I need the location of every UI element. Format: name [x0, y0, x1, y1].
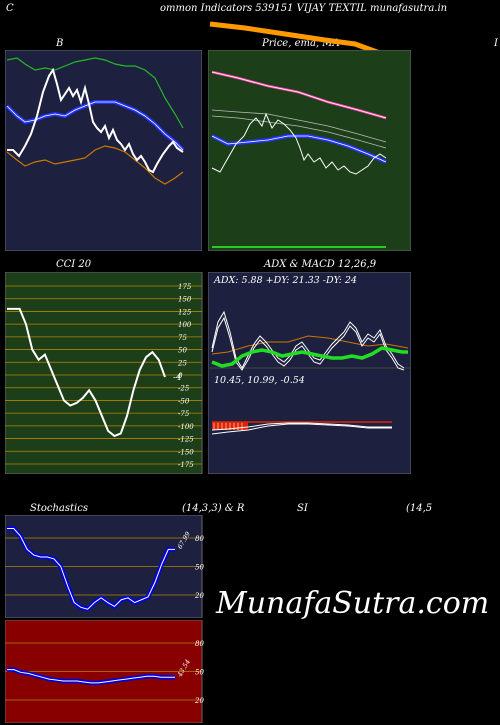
- price-ema-blue-inner: [211, 135, 387, 163]
- cci-tick-label: -150: [178, 448, 194, 456]
- price-panel: [208, 50, 411, 251]
- cci-line: [7, 307, 166, 438]
- adx-line: [211, 346, 408, 368]
- cci-tick-label: 125: [178, 308, 192, 316]
- stochastics-tick-label: 80: [195, 535, 204, 543]
- cci-panel: 175 150 125 100 75 50 25 0 -25 -50 -75 -100 -125 -150…: [5, 272, 203, 474]
- adx-values: ADX: 5.88 +DY: 21.33 -DY: 24: [213, 275, 357, 286]
- cci-background: [5, 272, 203, 474]
- price-close-line: [211, 112, 387, 175]
- adx-plus-dy: [211, 335, 409, 355]
- cci-value-label: -4: [173, 373, 182, 383]
- stochastics-tick-label: 20: [194, 592, 204, 600]
- adx-label: ADX & MACD 12,26,9: [264, 259, 377, 270]
- price-ma-grey: [211, 109, 387, 143]
- cci-tick-label: -25: [178, 385, 190, 393]
- price-ema-pink-inner: [211, 71, 387, 119]
- bollinger-panel: [5, 50, 202, 251]
- rsi-line: [7, 669, 175, 684]
- page-title: ommon Indicators 539151 VIJAY TEXTIL mun…: [160, 3, 448, 14]
- stochastics-params: (14,3,3) & R: [182, 503, 245, 514]
- cci-tick-label: -75: [178, 410, 190, 418]
- price-ma-grey-2: [211, 115, 387, 149]
- cci-tick-label: 150: [178, 296, 192, 304]
- cci-tick-label: 75: [178, 334, 187, 342]
- cci-tick-label: -50: [178, 397, 190, 405]
- cci-tick-label: -100: [178, 423, 194, 431]
- cci-tick-label: 175: [178, 283, 192, 291]
- header-letter: C: [6, 3, 14, 14]
- price-label: Price, ema, MA: [262, 38, 340, 49]
- rsi-tick-label: 50: [195, 669, 204, 677]
- macd-signal-line: [211, 422, 392, 431]
- bollinger-label: B: [56, 38, 64, 49]
- macd-values: 10.45, 10.99, -0.54: [214, 375, 305, 386]
- price-top-strip: [209, 21, 389, 59]
- stochastics-label: Stochastics: [30, 503, 88, 514]
- adx-panel: ADX: 5.88 +DY: 21.33 -DY: 24 10.45, 10.9…: [208, 272, 411, 474]
- rsi-tick-label: 20: [194, 697, 204, 705]
- bollinger-upper-band: [6, 57, 184, 129]
- macd-line: [211, 423, 392, 435]
- rsi-label: SI: [297, 503, 308, 514]
- adx-minus-dy: [211, 310, 405, 370]
- stochastics-tick-label: 50: [195, 564, 204, 572]
- cci-label: CCI 20: [56, 259, 92, 270]
- cci-tick-label: -175: [178, 461, 194, 469]
- bollinger-price-line: [7, 67, 184, 174]
- rsi-tick-label: 80: [195, 640, 204, 648]
- rsi-params: (14,5: [406, 503, 433, 514]
- cci-tick-label: 50: [178, 347, 187, 355]
- price-edge-label: I: [494, 38, 498, 49]
- cci-tick-label: 100: [178, 321, 192, 329]
- watermark: MunafaSutra.com: [216, 586, 490, 621]
- cci-tick-label: -125: [178, 436, 194, 444]
- cci-tick-label: 25: [177, 359, 187, 367]
- bollinger-lower-band: [6, 145, 184, 185]
- stochastics-line: [7, 528, 175, 610]
- cci-tick-label: 0: [178, 372, 183, 380]
